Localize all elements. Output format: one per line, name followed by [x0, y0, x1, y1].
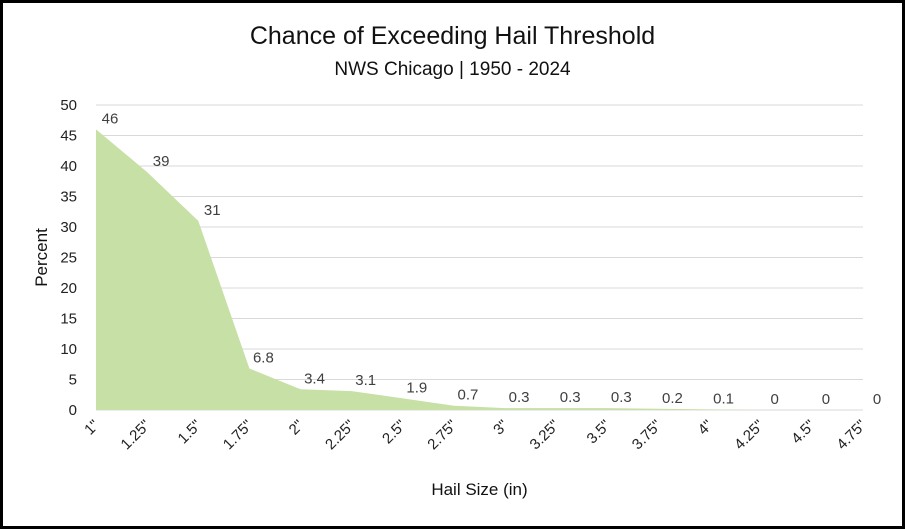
y-tick-label: 20: [60, 280, 77, 297]
data-labels: 46 39 31 6.8 3.4 3.1 1.9 0.7 0.3 0.3 0.3 0.2 0.1 0 0 0: [102, 110, 882, 408]
y-tick-label: 35: [60, 189, 77, 206]
y-tick-label: 45: [60, 128, 77, 145]
y-tick-label: 10: [60, 341, 77, 358]
y-tick-label: 25: [60, 250, 77, 267]
data-label: 6.8: [253, 350, 274, 367]
x-tick-label: 4.5": [788, 417, 819, 448]
data-label: 0: [822, 391, 830, 408]
y-tick-label: 30: [60, 219, 77, 236]
data-label: 0.3: [560, 389, 581, 406]
data-label: 39: [153, 153, 170, 170]
x-tick-label: 4": [695, 417, 717, 439]
y-tick-label: 5: [69, 372, 77, 389]
data-label: 0.2: [662, 390, 683, 407]
x-tick-label: 2.75": [424, 417, 460, 453]
x-tick-label: 2.25": [322, 417, 358, 453]
area-fill: [96, 129, 863, 410]
area-series: [96, 129, 863, 410]
data-label: 3.4: [304, 370, 325, 387]
x-tick-label: 3.25": [527, 417, 563, 453]
y-axis-label: Percent: [32, 228, 51, 287]
area-chart: 0 5 10 15 20 25 30 35 40 45 50 1" 1.25" 1.5" 1.75" 2" 2…: [32, 97, 882, 499]
data-label: 0: [873, 391, 881, 408]
data-label: 1.9: [406, 379, 427, 396]
x-tick-label: 3.75": [629, 417, 665, 453]
y-axis-ticks: 0 5 10 15 20 25 30 35 40 45 50: [60, 97, 77, 419]
x-tick-label: 4.75": [833, 417, 869, 453]
data-label: 0.7: [458, 387, 479, 404]
data-label: 3.1: [355, 372, 376, 389]
x-tick-label: 4.25": [731, 417, 767, 453]
x-axis-ticks: 1" 1.25" 1.5" 1.75" 2" 2.25" 2.5" 2.75" 3" 3.25" 3…: [81, 417, 870, 453]
x-tick-label: 1": [81, 417, 103, 439]
x-tick-label: 1.75": [220, 417, 256, 453]
y-tick-label: 40: [60, 158, 77, 175]
x-tick-label: 3": [490, 417, 512, 439]
data-label: 0.3: [509, 389, 530, 406]
x-tick-label: 1.25": [118, 417, 154, 453]
y-tick-label: 0: [69, 402, 77, 419]
chart-subtitle: NWS Chicago | 1950 - 2024: [334, 59, 571, 80]
chart-title: Chance of Exceeding Hail Threshold: [249, 22, 656, 50]
x-tick-label: 2.5": [379, 417, 410, 448]
data-label: 0: [771, 391, 779, 408]
data-label: 0.3: [611, 389, 632, 406]
x-tick-label: 1.5": [175, 417, 206, 448]
data-label: 46: [102, 110, 119, 127]
x-tick-label: 2": [286, 417, 308, 439]
data-label: 0.1: [713, 390, 734, 407]
x-tick-label: 3.5": [584, 417, 615, 448]
y-tick-label: 50: [60, 97, 77, 114]
y-tick-label: 15: [60, 311, 77, 328]
data-label: 31: [204, 202, 221, 219]
x-axis-label: Hail Size (in): [431, 480, 527, 499]
